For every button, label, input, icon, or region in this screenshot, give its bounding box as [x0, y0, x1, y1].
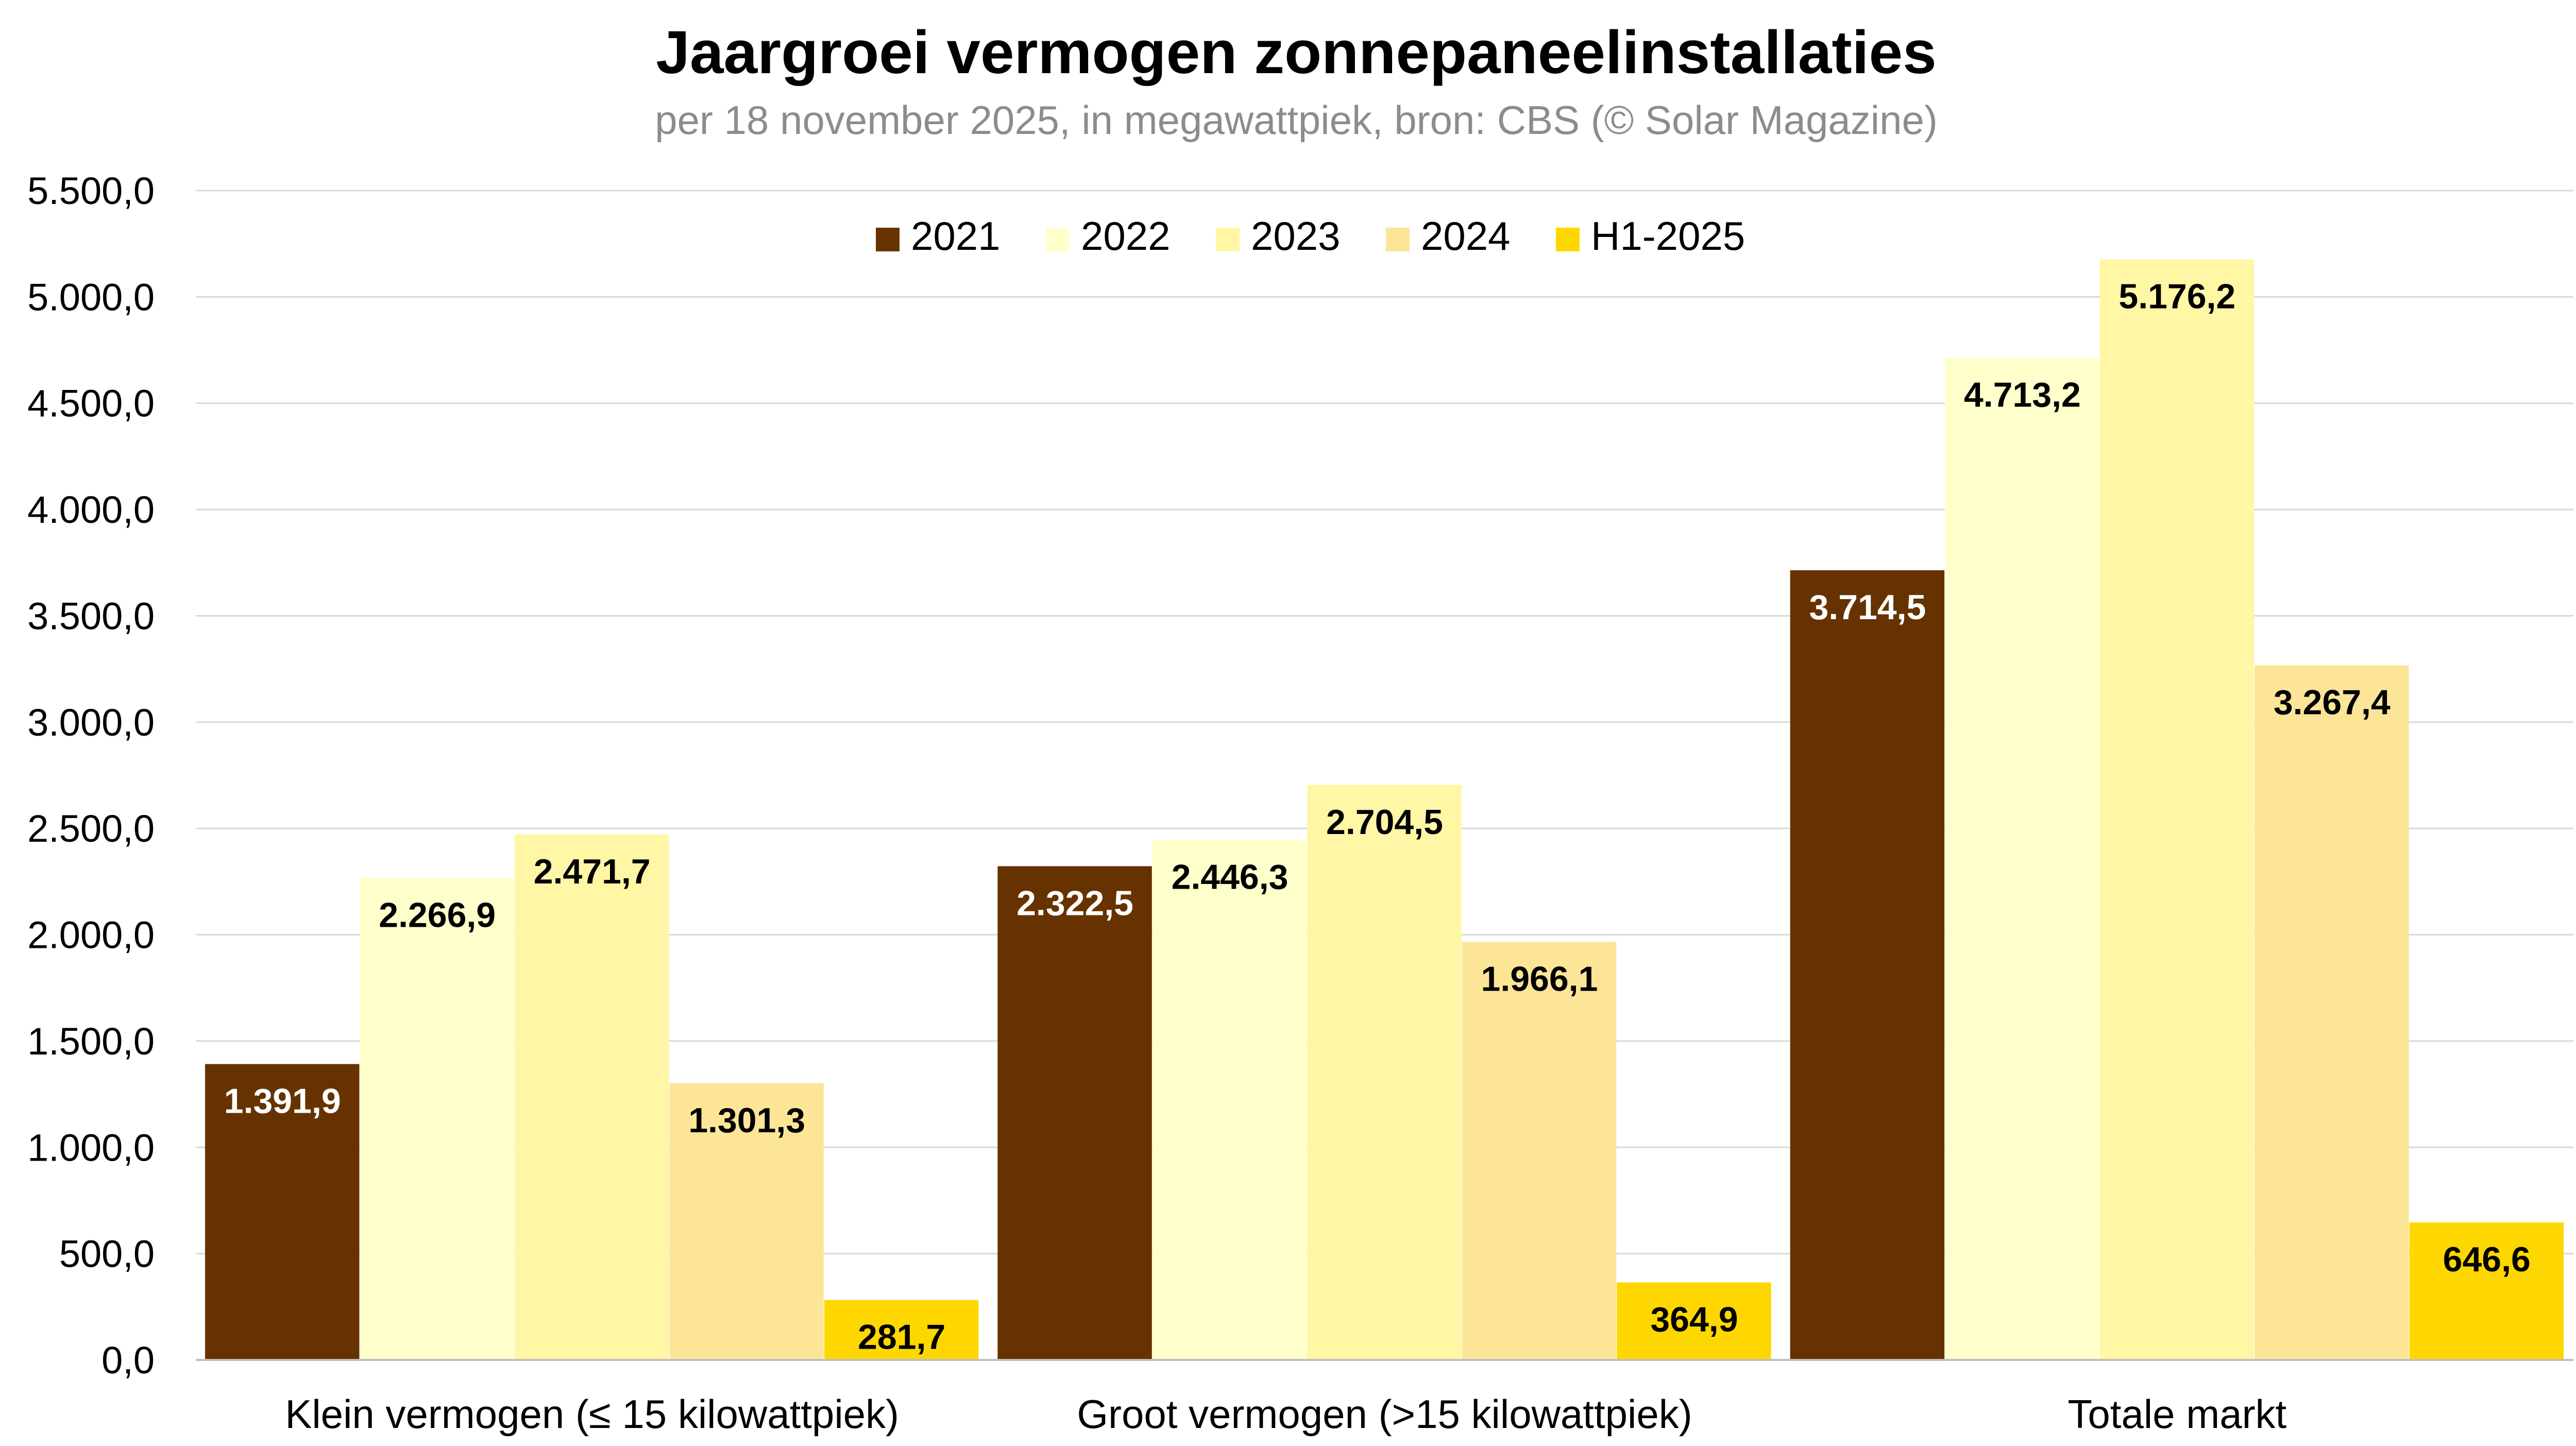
- data-label: 3.267,4: [2274, 683, 2391, 722]
- data-label: 646,6: [2443, 1240, 2531, 1279]
- data-label: 2.704,5: [1326, 803, 1443, 842]
- bar-2024: [1462, 942, 1617, 1360]
- legend: 2021 2022 2023 2024 H1-2025: [876, 213, 1745, 259]
- y-tick-label: 0,0: [101, 1339, 155, 1382]
- chart-title: Jaargroei vermogen zonnepaneelinstallati…: [656, 19, 1936, 87]
- bar-h1-2025: [1617, 1282, 1771, 1360]
- legend-swatch-h1-2025: [1556, 228, 1580, 251]
- bar-2023: [1307, 785, 1462, 1360]
- y-tick-label: 1.000,0: [27, 1126, 155, 1169]
- y-tick-label: 4.000,0: [27, 488, 155, 531]
- data-label: 2.322,5: [1016, 883, 1133, 923]
- bar-h1-2025: [824, 1300, 979, 1360]
- legend-swatch-2021: [876, 228, 900, 251]
- bar-2022: [1152, 840, 1307, 1360]
- x-tick-label: Klein vermogen (≤ 15 kilowattpiek): [285, 1391, 899, 1437]
- data-label: 4.713,2: [1964, 376, 2081, 415]
- legend-label: 2023: [1251, 213, 1341, 259]
- y-tick-label: 2.500,0: [27, 807, 155, 850]
- data-label: 2.471,7: [534, 852, 651, 891]
- data-label: 2.446,3: [1172, 857, 1289, 896]
- legend-label: 2021: [911, 213, 1001, 259]
- legend-label: 2022: [1081, 213, 1171, 259]
- bar-2021: [997, 866, 1152, 1360]
- bar-2022: [360, 878, 514, 1360]
- legend-swatch-2022: [1046, 228, 1070, 251]
- y-tick-label: 4.500,0: [27, 382, 155, 425]
- legend-swatch-2023: [1216, 228, 1240, 251]
- y-tick-label: 5.000,0: [27, 276, 155, 318]
- y-tick-label: 2.000,0: [27, 914, 155, 957]
- data-labels: 1.391,9 2.266,9 2.471,7 1.301,3 281,7 2.322,5…: [224, 277, 2531, 1357]
- chart-subtitle: per 18 november 2025, in megawattpiek, b…: [655, 97, 1938, 143]
- bar-2023: [2099, 259, 2255, 1360]
- legend-label: 2024: [1421, 213, 1511, 259]
- bar-2024: [669, 1083, 824, 1360]
- bar-2022: [1945, 358, 2099, 1360]
- y-tick-label: 5.500,0: [27, 169, 155, 212]
- x-tick-label: Totale markt: [2067, 1391, 2286, 1437]
- bar-h1-2025: [2409, 1222, 2564, 1360]
- x-tick-label: Groot vermogen (>15 kilowattpiek): [1077, 1391, 1692, 1437]
- bar-2024: [2255, 665, 2409, 1360]
- legend-swatch-2024: [1386, 228, 1410, 251]
- bar-2023: [514, 834, 669, 1360]
- data-label: 5.176,2: [2119, 277, 2235, 316]
- bar-2021: [205, 1064, 360, 1360]
- y-tick-label: 3.000,0: [27, 701, 155, 744]
- x-axis: Klein vermogen (≤ 15 kilowattpiek) Groot …: [285, 1391, 2286, 1437]
- data-label: 1.391,9: [224, 1082, 341, 1121]
- data-label: 1.301,3: [688, 1101, 805, 1140]
- bars: [205, 259, 2564, 1360]
- y-axis: 0,0 500,0 1.000,0 1.500,0 2.000,0 2.500,0 3.00…: [27, 169, 155, 1382]
- data-label: 281,7: [858, 1318, 945, 1357]
- y-tick-label: 3.500,0: [27, 594, 155, 637]
- data-label: 2.266,9: [379, 895, 496, 934]
- legend-label: H1-2025: [1591, 213, 1745, 259]
- bar-2021: [1790, 570, 1945, 1360]
- y-tick-label: 500,0: [59, 1233, 155, 1275]
- data-label: 3.714,5: [1809, 588, 1926, 627]
- data-label: 1.966,1: [1481, 960, 1598, 999]
- y-tick-label: 1.500,0: [27, 1020, 155, 1063]
- data-label: 364,9: [1650, 1300, 1738, 1339]
